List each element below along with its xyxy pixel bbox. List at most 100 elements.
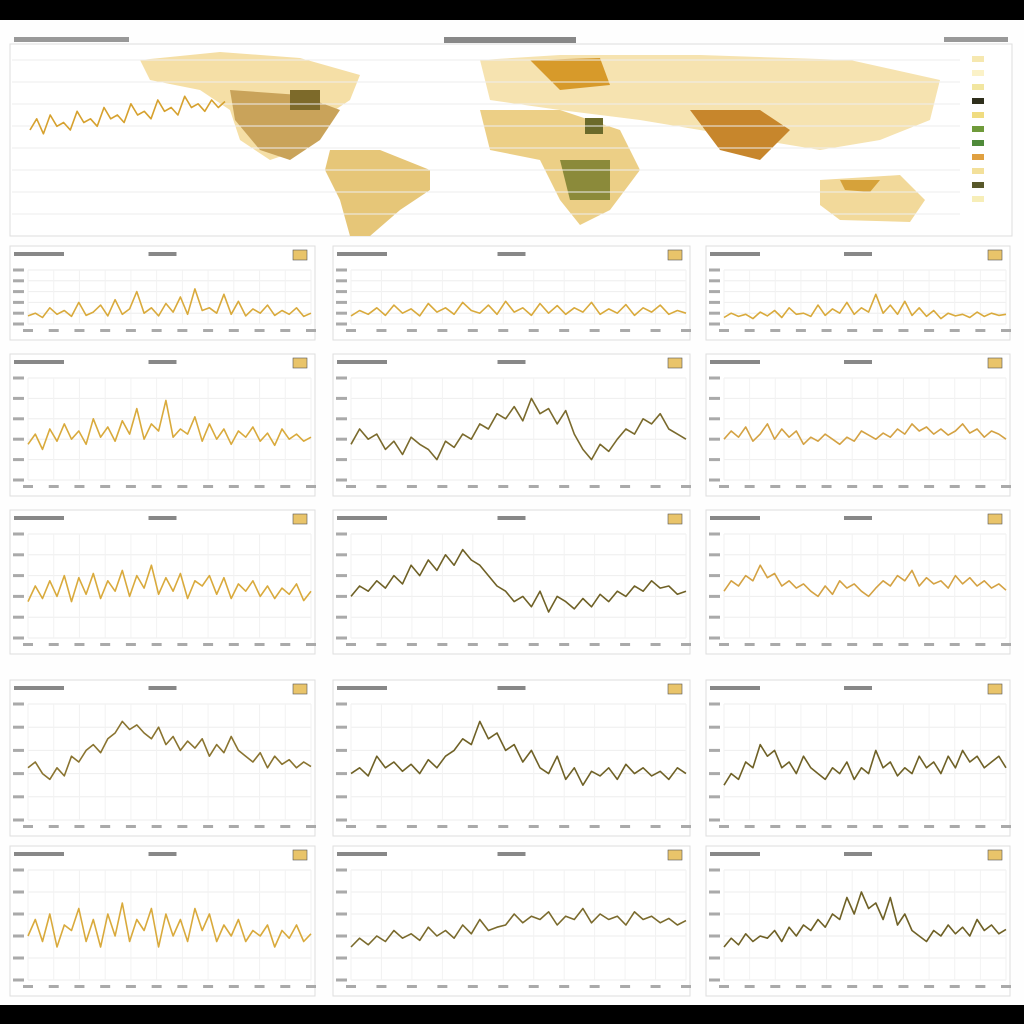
line — [350, 907, 687, 948]
x-tick-label — [177, 643, 188, 646]
y-tick-label — [13, 417, 24, 421]
y-tick-label — [709, 290, 720, 294]
swatch — [972, 112, 984, 118]
y-tick-label — [709, 300, 720, 304]
x-tick-label — [924, 329, 935, 332]
panel-label — [14, 852, 64, 856]
panel-title — [497, 360, 526, 364]
x-tick-label — [589, 985, 600, 988]
y-tick-label — [13, 772, 24, 776]
line — [27, 564, 312, 603]
panel-frame — [9, 679, 316, 837]
panel-frame — [332, 245, 691, 341]
x-tick-label — [467, 825, 478, 828]
swatch — [972, 98, 984, 104]
panel-frame — [705, 245, 1011, 341]
y-tick-label — [709, 574, 720, 578]
chart-panel — [9, 679, 316, 837]
x-tick-label — [203, 485, 214, 488]
line — [27, 399, 312, 451]
y-tick-label — [336, 748, 347, 752]
y-tick-label — [336, 458, 347, 462]
x-tick-label — [177, 329, 188, 332]
legend-icon — [292, 249, 308, 261]
x-tick-label — [821, 329, 832, 332]
x-tick-label — [467, 985, 478, 988]
y-tick-label — [709, 818, 720, 822]
x-tick-label — [228, 485, 239, 488]
y-tick-label — [709, 417, 720, 421]
x-tick-label — [125, 329, 136, 332]
panel-frame — [332, 509, 691, 655]
x-tick-label — [821, 825, 832, 828]
y-tick-label — [13, 636, 24, 640]
x-tick-label — [872, 643, 883, 646]
y-tick-label — [336, 322, 347, 326]
x-tick-label — [151, 485, 162, 488]
x-tick-label — [346, 329, 356, 332]
x-tick-label — [975, 329, 986, 332]
x-tick-label — [100, 825, 111, 828]
panel-frame — [332, 353, 691, 497]
legend-icon — [292, 513, 308, 525]
x-tick-label — [100, 985, 111, 988]
panel-frame — [705, 845, 1011, 997]
y-tick-label — [709, 772, 720, 776]
x-tick-label — [1001, 825, 1011, 828]
x-tick-label — [1001, 329, 1011, 332]
x-tick-label — [847, 485, 858, 488]
panel-label — [14, 516, 64, 520]
panel-title — [497, 852, 526, 856]
y-tick-label — [336, 594, 347, 598]
chart-panel — [9, 509, 316, 655]
x-tick-label — [847, 985, 858, 988]
x-tick-label — [23, 825, 33, 828]
x-tick-label — [467, 485, 478, 488]
x-tick-label — [228, 643, 239, 646]
panel-title — [148, 360, 177, 364]
y-tick-label — [336, 290, 347, 294]
y-tick-label — [709, 890, 720, 894]
x-tick-label — [681, 825, 691, 828]
x-tick-label — [376, 485, 387, 488]
y-tick-label — [336, 934, 347, 938]
y-tick-label — [709, 376, 720, 380]
swatch — [972, 84, 984, 90]
y-tick-label — [336, 890, 347, 894]
panel-label — [337, 252, 387, 256]
x-tick-label — [467, 643, 478, 646]
line — [350, 300, 687, 317]
map-label — [14, 37, 129, 42]
panel-frame — [9, 509, 316, 655]
x-tick-label — [177, 985, 188, 988]
y-tick-label — [13, 574, 24, 578]
map-label — [944, 37, 1008, 42]
x-tick-label — [125, 825, 136, 828]
line — [27, 902, 312, 948]
y-tick-label — [709, 725, 720, 729]
x-tick-label — [280, 329, 291, 332]
legend-icon — [987, 249, 1003, 261]
x-tick-label — [306, 985, 316, 988]
x-tick-label — [620, 825, 631, 828]
x-tick-label — [74, 825, 85, 828]
legend-icon — [667, 249, 683, 261]
x-tick-label — [48, 985, 59, 988]
y-tick-label — [336, 553, 347, 557]
y-tick-label — [336, 574, 347, 578]
x-tick-label — [280, 643, 291, 646]
y-tick-label — [13, 795, 24, 799]
y-tick-label — [336, 268, 347, 272]
y-tick-label — [13, 290, 24, 294]
legend-icon — [667, 513, 683, 525]
x-tick-label — [406, 985, 417, 988]
x-tick-label — [719, 825, 729, 828]
x-tick-label — [48, 825, 59, 828]
x-tick-label — [681, 485, 691, 488]
x-tick-label — [23, 485, 33, 488]
chart-panel — [332, 509, 691, 655]
x-tick-label — [744, 825, 755, 828]
x-tick-label — [528, 329, 539, 332]
x-tick-label — [559, 825, 570, 828]
